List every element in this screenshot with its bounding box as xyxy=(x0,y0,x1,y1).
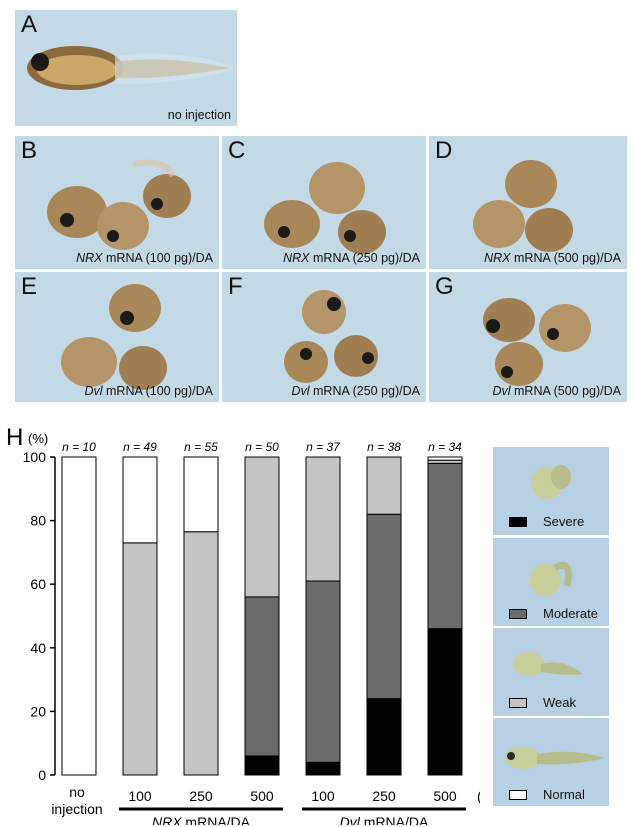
panel-letter: D xyxy=(435,137,453,164)
legend-item-normal: Normal xyxy=(493,718,609,806)
y-tick-label: 80 xyxy=(30,513,46,529)
n-label: n = 10 xyxy=(62,440,96,454)
panel-f-image: F Dvl mRNA (250 pg)/DA xyxy=(222,272,426,402)
y-axis-label: (%) xyxy=(28,431,48,446)
panel-c-image: C NRX mRNA (250 pg)/DA xyxy=(222,136,426,269)
embryo-cluster xyxy=(284,290,378,383)
n-label: n = 37 xyxy=(306,440,341,454)
bar-segment-moderate xyxy=(244,596,280,757)
x-tick-label: no xyxy=(69,784,85,800)
n-label: n = 55 xyxy=(184,440,218,454)
n-label: n = 38 xyxy=(367,440,401,454)
panel-caption: NRX mRNA (500 pg)/DA xyxy=(484,251,621,265)
panel-letter: A xyxy=(21,11,38,38)
bar-segment-severe xyxy=(427,628,463,776)
bar-segment-weak xyxy=(366,456,402,515)
bar-segment-weak xyxy=(183,531,219,776)
panel-letter: C xyxy=(228,137,246,164)
x-tick-label: 250 xyxy=(372,788,396,804)
group-label: Dvl mRNA/DA xyxy=(340,814,429,825)
x-tick-label: 500 xyxy=(433,788,457,804)
embryo-thumbnail xyxy=(531,465,571,499)
bar-segment-severe xyxy=(366,698,402,776)
bar-segment-moderate xyxy=(427,462,463,630)
tadpole-illustration xyxy=(27,46,233,90)
panel-caption: NRX mRNA (100 pg)/DA xyxy=(76,251,213,265)
embryo-thumbnail xyxy=(505,747,605,769)
embryo-thumbnail xyxy=(529,561,572,596)
x-unit-label: (pg) xyxy=(477,788,480,804)
legend-item-weak: Weak xyxy=(493,628,609,716)
panel-caption: Dvl mRNA (250 pg)/DA xyxy=(291,384,420,398)
panel-caption: no injection xyxy=(167,108,231,122)
embryo-thumbnail xyxy=(513,652,583,676)
panel-a-image: A no injection xyxy=(15,10,237,126)
n-label: n = 50 xyxy=(245,440,279,454)
legend-swatch xyxy=(509,790,527,800)
bar-segment-normal xyxy=(183,456,219,533)
embryo-cluster xyxy=(47,159,191,250)
panel-letter: G xyxy=(435,273,454,300)
y-tick-label: 20 xyxy=(30,703,46,719)
bar-segment-weak xyxy=(305,456,341,582)
embryo-cluster xyxy=(473,160,573,252)
n-label: n = 34 xyxy=(428,440,462,454)
x-tick-label: 500 xyxy=(250,788,274,804)
x-tick-label: 100 xyxy=(311,788,335,804)
legend-label: Weak xyxy=(543,695,576,710)
embryo-cluster xyxy=(483,298,591,386)
panel-d-image: D NRX mRNA (500 pg)/DA xyxy=(429,136,627,269)
legend-swatch xyxy=(509,609,527,619)
panel-letter: H xyxy=(6,424,23,451)
legend-swatch xyxy=(509,698,527,708)
x-tick-label: 250 xyxy=(189,788,213,804)
panel-b-image: B NRX mRNA (100 pg)/DA xyxy=(15,136,219,269)
embryo-cluster xyxy=(264,162,386,254)
panel-caption: Dvl mRNA (100 pg)/DA xyxy=(84,384,213,398)
y-tick-label: 100 xyxy=(23,449,47,465)
panel-caption: Dvl mRNA (500 pg)/DA xyxy=(492,384,621,398)
bar-segment-weak xyxy=(244,456,280,598)
legend-item-moderate: Moderate xyxy=(493,538,609,626)
y-tick-label: 0 xyxy=(38,767,46,783)
x-tick-label: 100 xyxy=(128,788,152,804)
bar-segment-moderate xyxy=(366,513,402,700)
y-tick-label: 60 xyxy=(30,576,46,592)
y-tick-label: 40 xyxy=(30,640,46,656)
bar-segment-weak xyxy=(122,542,158,776)
legend-label: Moderate xyxy=(543,606,598,621)
legend-label: Normal xyxy=(543,787,585,802)
legend-label: Severe xyxy=(543,514,585,529)
panel-caption: NRX mRNA (250 pg)/DA xyxy=(283,251,420,265)
panel-letter: F xyxy=(228,273,243,300)
n-label: n = 49 xyxy=(123,440,157,454)
bar-segment-moderate xyxy=(305,580,341,763)
legend-item-severe: Severe xyxy=(493,447,609,535)
panel-letter: B xyxy=(21,137,38,164)
legend-swatch xyxy=(509,517,527,527)
bar-segment-severe xyxy=(305,761,341,776)
panel-letter: E xyxy=(21,273,38,300)
x-tick-label: injection xyxy=(51,801,102,817)
bar-segment-severe xyxy=(244,755,280,776)
embryo-cluster xyxy=(61,284,167,390)
panel-g-image: G Dvl mRNA (500 pg)/DA xyxy=(429,272,627,402)
bar-segment-normal xyxy=(427,456,463,461)
group-label: NRX mRNA/DA xyxy=(152,814,251,825)
bar-segment-normal xyxy=(122,456,158,544)
panel-e-image: E Dvl mRNA (100 pg)/DA xyxy=(15,272,219,402)
bar-segment-normal xyxy=(61,456,97,776)
